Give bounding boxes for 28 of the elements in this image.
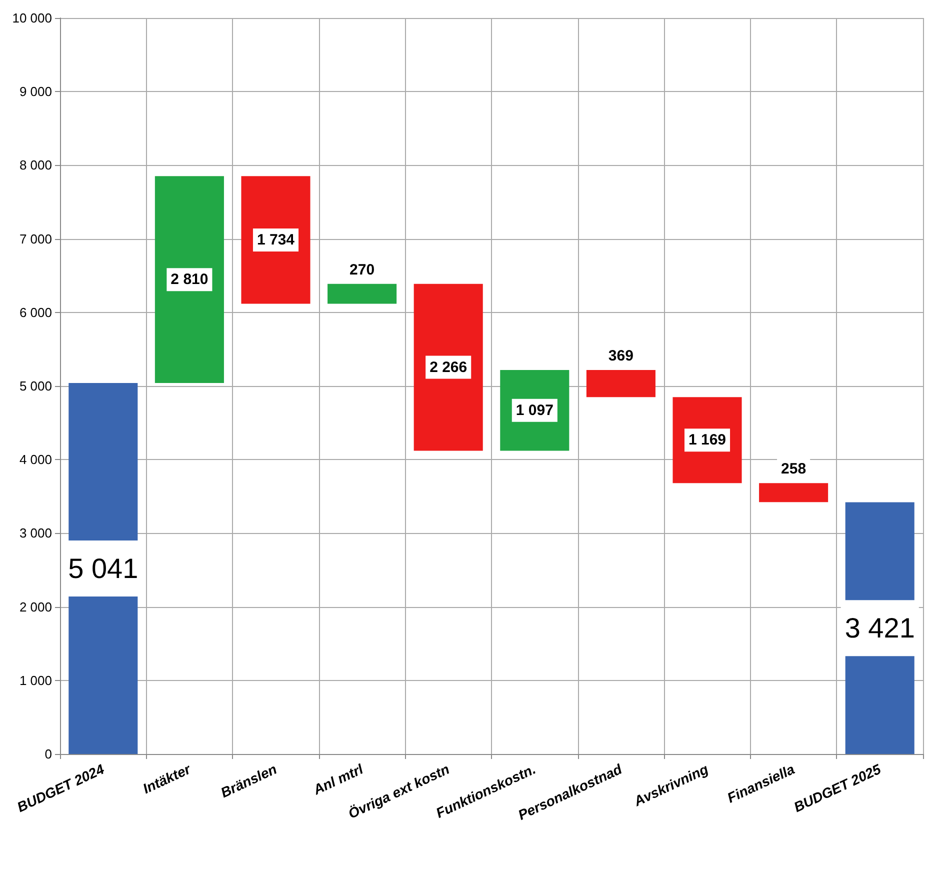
y-tick-label: 6 000 bbox=[19, 304, 52, 320]
data-label: 1 169 bbox=[688, 432, 726, 449]
data-label: 1 097 bbox=[516, 402, 554, 419]
data-label: 369 bbox=[608, 347, 634, 364]
data-label: 2 810 bbox=[170, 271, 208, 288]
y-tick-label: 1 000 bbox=[19, 672, 52, 688]
y-tick-label: 9 000 bbox=[19, 84, 52, 100]
y-tick-label: 10 000 bbox=[12, 10, 52, 26]
y-tick-label: 8 000 bbox=[19, 158, 52, 173]
bar bbox=[586, 370, 656, 398]
y-tick-label: 3 000 bbox=[19, 526, 52, 541]
bar bbox=[328, 284, 397, 304]
data-label: 2 266 bbox=[430, 358, 468, 376]
y-tick-label: 2 000 bbox=[19, 599, 52, 614]
data-label: 5 041 bbox=[68, 552, 138, 584]
y-tick-label: 0 bbox=[44, 746, 52, 762]
y-tick-label: 4 000 bbox=[19, 452, 52, 468]
y-tick-label: 7 000 bbox=[19, 231, 52, 246]
data-label: 270 bbox=[350, 261, 375, 278]
bar bbox=[154, 176, 224, 383]
bar bbox=[414, 284, 483, 451]
data-label: 1 734 bbox=[256, 231, 296, 248]
data-label: 258 bbox=[781, 460, 806, 478]
y-tick-label: 5 000 bbox=[19, 378, 52, 394]
bar bbox=[241, 176, 310, 304]
bar bbox=[759, 483, 828, 502]
data-label: 3 421 bbox=[844, 612, 915, 644]
x-tick-label: Anl mtrl bbox=[310, 760, 366, 798]
